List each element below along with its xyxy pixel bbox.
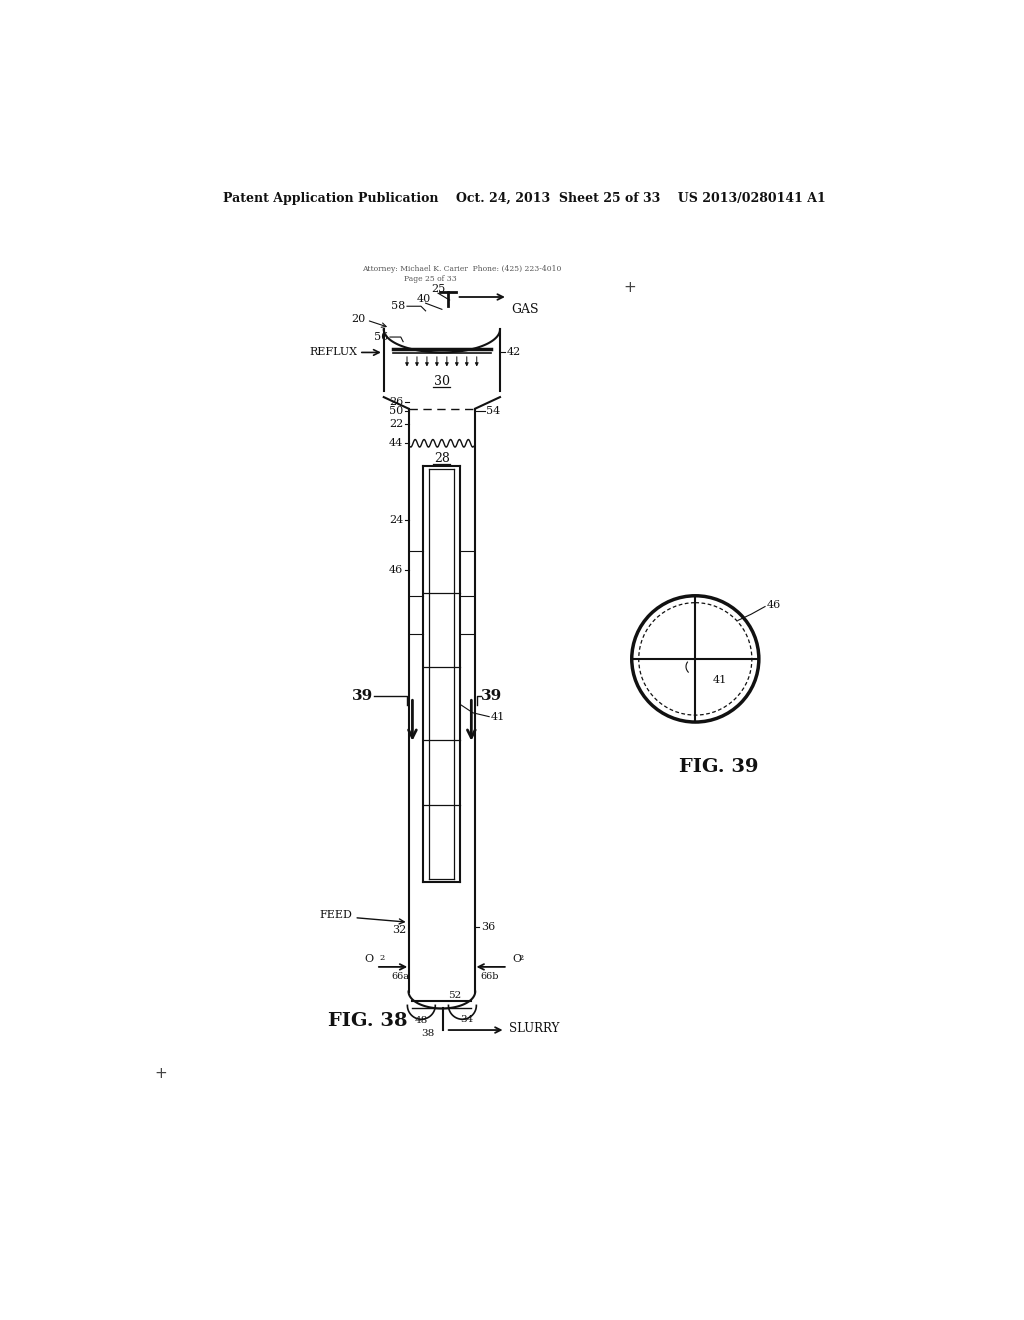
Text: 66a: 66a (392, 973, 410, 981)
Text: FIG. 39: FIG. 39 (679, 758, 759, 776)
Text: 36: 36 (480, 921, 495, 932)
Text: 41: 41 (490, 711, 505, 722)
Text: REFLUX: REFLUX (309, 347, 357, 358)
Text: +: + (624, 280, 637, 296)
Text: 42: 42 (506, 347, 520, 358)
Text: 58: 58 (391, 301, 406, 312)
Text: 2: 2 (380, 953, 385, 961)
Text: Patent Application Publication    Oct. 24, 2013  Sheet 25 of 33    US 2013/02801: Patent Application Publication Oct. 24, … (223, 191, 826, 205)
Text: 54: 54 (486, 407, 501, 416)
Text: 46: 46 (389, 565, 403, 576)
Text: 52: 52 (449, 991, 462, 999)
Text: Page 25 of 33: Page 25 of 33 (403, 276, 457, 284)
Text: SLURRY: SLURRY (509, 1022, 560, 1035)
Text: 38: 38 (421, 1030, 434, 1039)
Text: 28: 28 (434, 453, 450, 465)
Text: FIG. 38: FIG. 38 (329, 1012, 408, 1030)
Text: 39: 39 (481, 689, 503, 702)
Text: O: O (365, 954, 374, 964)
Text: 20: 20 (351, 314, 366, 323)
Text: 48: 48 (415, 1016, 428, 1026)
Text: +: + (155, 1065, 167, 1081)
Text: 39: 39 (351, 689, 373, 702)
Text: 34: 34 (461, 1015, 474, 1024)
Text: 40: 40 (417, 293, 431, 304)
Text: FEED: FEED (319, 909, 352, 920)
Text: 50: 50 (389, 407, 403, 416)
Text: O: O (512, 954, 521, 964)
Text: 26: 26 (389, 397, 403, 408)
Text: 25: 25 (431, 284, 445, 294)
Text: GAS: GAS (511, 302, 539, 315)
Text: 22: 22 (389, 418, 403, 429)
Text: 41: 41 (713, 676, 727, 685)
Text: 32: 32 (392, 925, 407, 935)
Text: 44: 44 (389, 438, 403, 449)
Text: Attorney: Michael K. Carier  Phone: (425) 223-4010: Attorney: Michael K. Carier Phone: (425)… (361, 264, 561, 272)
Text: 2: 2 (518, 953, 524, 961)
Text: 46: 46 (767, 601, 781, 610)
Text: 56: 56 (374, 333, 388, 342)
Text: 66b: 66b (480, 973, 499, 981)
Text: 30: 30 (434, 375, 450, 388)
Text: 24: 24 (389, 515, 403, 525)
